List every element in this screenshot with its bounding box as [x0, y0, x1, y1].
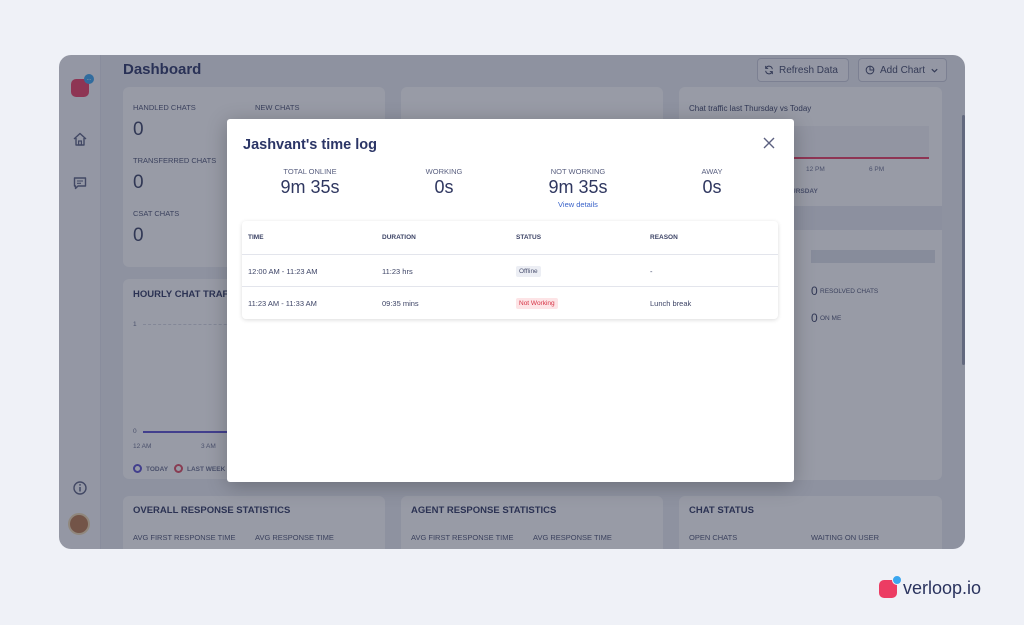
handled-chats-value: 0: [133, 119, 144, 140]
verloop-brand: verloop.io: [879, 574, 982, 599]
resolved-chats-label: RESOLVED CHATS: [820, 288, 879, 295]
chevron-down-icon: [931, 68, 938, 73]
sidebar: ...: [59, 55, 101, 549]
header-duration: DURATION: [382, 234, 416, 241]
scrollbar[interactable]: [962, 115, 965, 365]
add-chart-button[interactable]: Add Chart: [858, 58, 947, 82]
row-time: 11:23 AM - 11:33 AM: [248, 299, 317, 308]
x-tick-3am: 3 AM: [201, 443, 216, 450]
chat-icon[interactable]: [72, 175, 88, 191]
add-chart-label: Add Chart: [880, 64, 926, 76]
transferred-chats-value: 0: [133, 172, 144, 193]
home-icon[interactable]: [72, 131, 88, 147]
agent-avg-label: AVG RESPONSE TIME: [533, 533, 612, 542]
resolved-chats-value: 0: [811, 284, 818, 298]
total-online-value: 9m 35s: [280, 177, 340, 197]
header-time: TIME: [248, 234, 264, 241]
on-me-value: 0: [811, 311, 818, 325]
hourly-traffic-title: HOURLY CHAT TRAFFI: [133, 289, 237, 300]
row-duration: 09:35 mins: [382, 299, 419, 308]
chat-traffic-title: Chat traffic last Thursday vs Today: [689, 104, 812, 113]
status-badge: Not Working: [516, 298, 558, 309]
legend-last-week-label: LAST WEEK T: [187, 466, 232, 473]
agent-response-card: AGENT RESPONSE STATISTICS AVG FIRST RESP…: [401, 496, 663, 549]
traffic-band: [789, 206, 942, 230]
not-working-label: NOT WORKING: [550, 167, 606, 176]
on-me-label: ON ME: [820, 315, 842, 322]
chat-status-title: CHAT STATUS: [689, 505, 754, 516]
legend-last-week-marker: [174, 464, 183, 473]
close-icon[interactable]: [761, 135, 777, 151]
view-details-link[interactable]: View details: [558, 200, 598, 209]
status-badge: Offline: [516, 265, 541, 277]
agent-response-title: AGENT RESPONSE STATISTICS: [411, 505, 557, 516]
x-tick-12am: 12 AM: [133, 443, 152, 450]
new-chats-label: NEW CHATS: [255, 103, 300, 112]
overall-response-card: OVERALL RESPONSE STATISTICS AVG FIRST RE…: [123, 496, 385, 549]
tick-12pm: 12 PM: [806, 166, 825, 173]
total-online-label: TOTAL ONLINE: [283, 167, 337, 176]
row-time: 12:00 AM - 11:23 AM: [248, 266, 318, 276]
row-duration: 11:23 hrs: [382, 266, 413, 276]
table-row: 12:00 AM - 11:23 AM 11:23 hrs Offline -: [242, 256, 778, 287]
table-header: TIME DURATION STATUS REASON: [242, 221, 778, 255]
handled-chats-label: HANDLED CHATS: [133, 103, 196, 112]
user-avatar[interactable]: [68, 513, 90, 535]
agent-avg-first-label: AVG FIRST RESPONSE TIME: [411, 533, 514, 542]
legend-today-marker: [133, 464, 142, 473]
working-label: WORKING: [425, 167, 463, 176]
modal-title: Jashvant's time log: [243, 137, 377, 153]
working-value: 0s: [434, 177, 454, 197]
open-chats-label: OPEN CHATS: [689, 533, 738, 542]
refresh-data-label: Refresh Data: [779, 64, 838, 76]
refresh-icon: [765, 65, 773, 75]
stat-away: AWAY 0s: [702, 167, 723, 198]
away-value: 0s: [702, 177, 722, 197]
row-reason: -: [650, 266, 653, 276]
csat-chats-value: 0: [133, 225, 144, 246]
app-logo[interactable]: [71, 79, 89, 97]
thursday-label: URSDAY: [791, 188, 818, 195]
brand-name: verloop.io: [903, 578, 982, 598]
y-axis-bottom: 0: [133, 428, 137, 435]
refresh-data-button[interactable]: Refresh Data: [757, 58, 849, 82]
stat-not-working: NOT WORKING 9m 35s View details: [548, 167, 607, 209]
overall-avg-label: AVG RESPONSE TIME: [255, 533, 334, 542]
header-status: STATUS: [516, 234, 542, 241]
header-reason: REASON: [650, 234, 678, 241]
verloop-logo: [879, 574, 902, 598]
waiting-on-user-label: WAITING ON USER: [811, 533, 880, 542]
overall-avg-first-label: AVG FIRST RESPONSE TIME: [133, 533, 236, 542]
pie-chart-icon: [865, 65, 875, 75]
row-status: Offline: [516, 256, 541, 286]
time-log-table: TIME DURATION STATUS REASON 12:00 AM - 1…: [242, 221, 778, 319]
progress-bar: [811, 250, 935, 263]
away-label: AWAY: [701, 167, 723, 176]
row-reason: Lunch break: [650, 299, 692, 308]
table-row: 11:23 AM - 11:33 AM 09:35 mins Not Worki…: [242, 288, 778, 319]
tick-6pm: 6 PM: [869, 166, 885, 173]
notification-badge: ...: [84, 74, 94, 84]
transferred-chats-label: TRANSFERRED CHATS: [133, 156, 217, 165]
info-icon[interactable]: [72, 480, 88, 496]
row-status: Not Working: [516, 288, 558, 319]
page-title: Dashboard: [123, 61, 202, 78]
logo-dot: [892, 574, 902, 585]
time-log-modal: Jashvant's time log TOTAL ONLINE 9m 35s …: [227, 119, 794, 482]
stat-working: WORKING 0s: [426, 167, 463, 198]
stat-total-online: TOTAL ONLINE 9m 35s: [280, 167, 339, 198]
y-axis-top: 1: [133, 321, 137, 328]
not-working-value: 9m 35s: [548, 177, 608, 197]
overall-response-title: OVERALL RESPONSE STATISTICS: [133, 505, 291, 516]
legend-today-label: TODAY: [146, 466, 169, 473]
csat-chats-label: CSAT CHATS: [133, 209, 180, 218]
chat-status-card: CHAT STATUS OPEN CHATS WAITING ON USER: [679, 496, 942, 549]
